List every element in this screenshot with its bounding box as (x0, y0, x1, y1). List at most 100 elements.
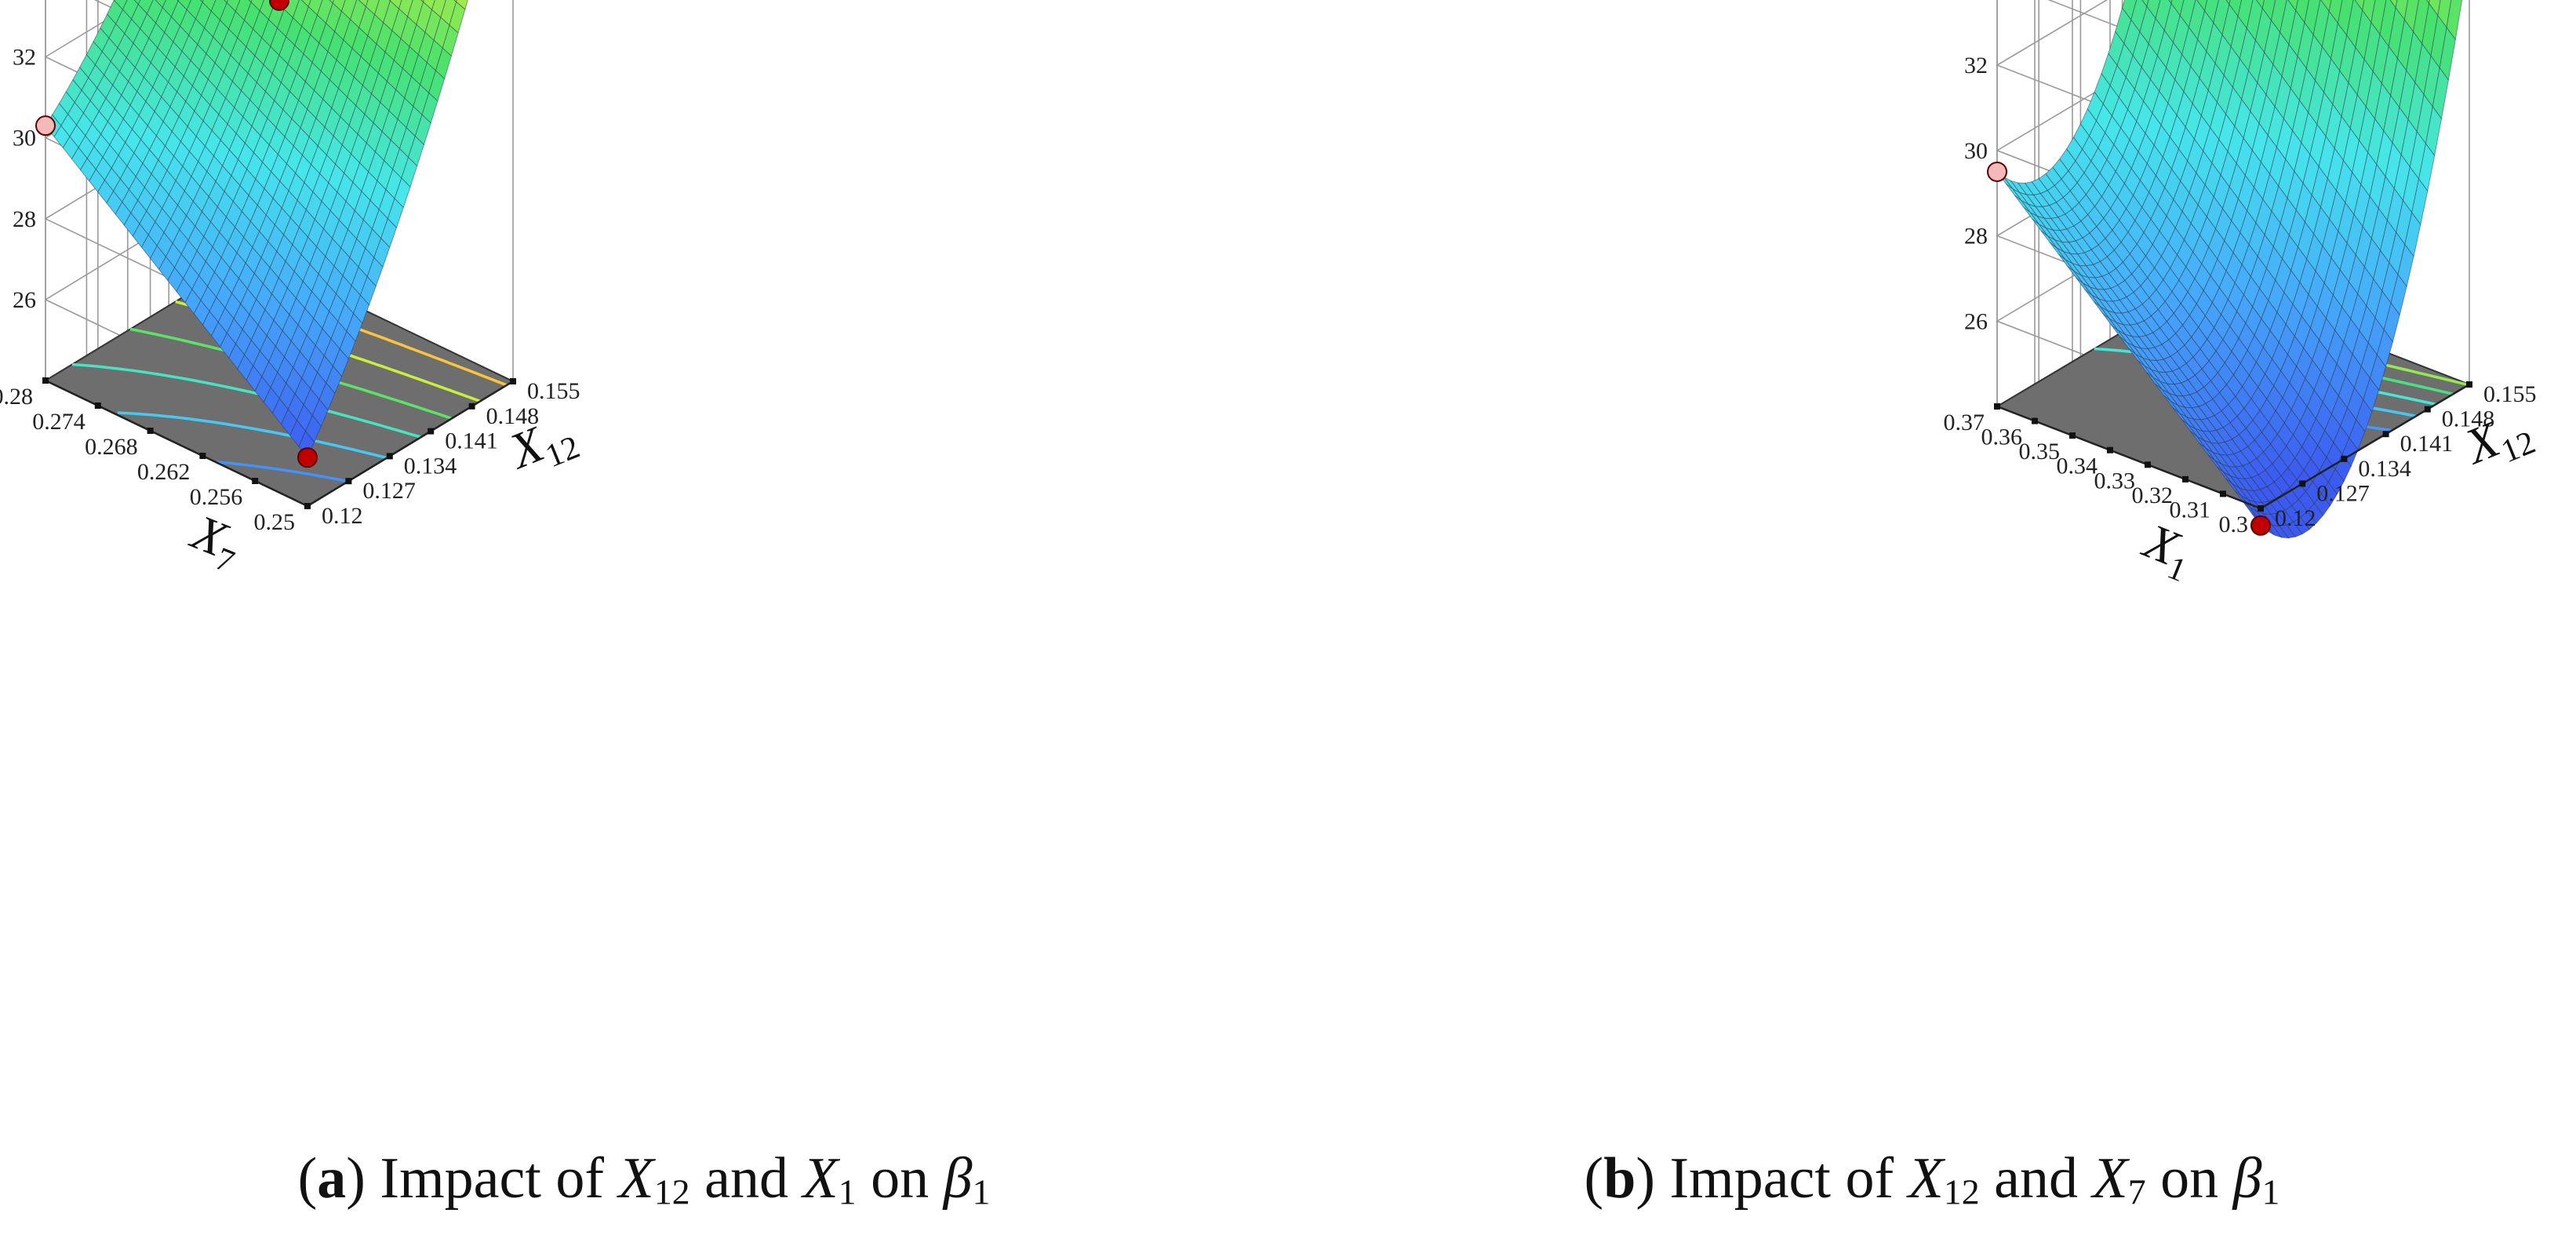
caption-b-resp-sub: 1 (2261, 1171, 2280, 1212)
y-tick-mark (2069, 432, 2076, 439)
caption-b-v1-sub: 12 (1943, 1171, 1980, 1212)
y-tick-label: 0.35 (2019, 439, 2061, 464)
z-tick-label: 30 (13, 126, 36, 151)
chart-panel-a: 0.12 0.127 0.134 0.141 0.148 0.155 0.25 0.256 0.… (0, 0, 991, 1212)
z-axis-ticks: 2628303234363840 (13, 45, 36, 313)
caption-a-v2-sub: 1 (838, 1171, 857, 1212)
x-tick-label: 0.127 (2316, 480, 2370, 506)
surface-cell (2196, 0, 2208, 12)
caption-b-mid: and (1979, 1146, 2093, 1211)
caption-a-v2: X (802, 1146, 839, 1211)
caption-a-resp: β (943, 1146, 973, 1211)
caption-a-resp-sub: 1 (972, 1171, 991, 1212)
surface-cell (2395, 0, 2409, 21)
axes-frame (1996, 383, 2470, 510)
y-tick-label: 0.32 (2132, 483, 2174, 508)
x-tick-mark (2341, 455, 2348, 462)
x-tick-mark (468, 402, 475, 410)
z-tick-label: 32 (13, 45, 36, 71)
y-axis-line (1996, 405, 2261, 510)
surface-cell (389, 0, 402, 9)
caption-b-v1: X (1908, 1146, 1944, 1211)
y-axis-line (45, 379, 308, 508)
y-tick-mark (94, 402, 101, 409)
x-tick-mark (2424, 406, 2431, 413)
x-tick-label: 0.148 (2442, 406, 2495, 432)
caption-b: (b) Impact of X12 and X7 on β1 (1584, 1146, 2280, 1212)
design-point-4 (269, 0, 289, 11)
y-tick-label: 0.268 (85, 434, 138, 460)
surface-cell (423, 0, 435, 11)
caption-a-v1-sub: 12 (653, 1171, 690, 1212)
x-tick-label: 0.127 (362, 478, 416, 504)
z-tick-label: 30 (1964, 138, 1988, 164)
caption-a: (a) Impact of X12 and X1 on β1 (297, 1146, 991, 1212)
surface-cell (202, 0, 216, 12)
surface-cell (226, 0, 241, 13)
caption-a-on: on (856, 1146, 944, 1211)
caption-b-prefix: Impact of (1669, 1146, 1908, 1211)
x-tick-mark (2299, 480, 2306, 487)
x-tick-label: 0.141 (445, 428, 498, 454)
x-tick-label: 0.141 (2400, 431, 2454, 457)
caption-b-resp: β (2232, 1146, 2262, 1211)
design-points (1987, 161, 2271, 536)
x-tick-mark (345, 478, 352, 485)
z-axis-ticks: 2628303234363840 (1964, 53, 1988, 334)
surface-cell (113, 0, 128, 11)
x-tick-label: 0.134 (404, 453, 457, 479)
y-tick-label: 0.262 (137, 459, 191, 485)
z-tick-label: 28 (13, 206, 36, 232)
design-point-0 (297, 447, 318, 468)
y-tick-label: 0.34 (2057, 453, 2098, 479)
y-tick-mark (2032, 417, 2038, 424)
y-tick-mark (304, 503, 311, 509)
y-tick-label: 0.256 (190, 484, 243, 510)
y-tick-label: 0.33 (2094, 468, 2136, 494)
y-tick-label: 0.37 (1944, 410, 1985, 435)
y-tick-mark (252, 478, 259, 484)
response-surface (45, 0, 468, 458)
x-axis-line (2260, 383, 2470, 510)
x-axis-title-sub: 12 (2496, 424, 2540, 470)
y-axis-title: X7 (180, 503, 249, 581)
y-tick-label: 0.36 (1981, 424, 2023, 450)
surface-cell (2320, 0, 2332, 13)
caption-b-v2: X (2092, 1146, 2128, 1211)
contour-line-27 (216, 460, 349, 483)
x-tick-label: 0.134 (2358, 456, 2411, 482)
y-tick-label: 0.274 (32, 409, 86, 435)
surface-cell (2229, 0, 2243, 17)
surface-cell (2354, 0, 2365, 12)
y-tick-mark (2182, 475, 2189, 483)
surface-cell (358, 0, 369, 8)
y-tick-mark (2220, 490, 2226, 497)
caption-b-label: b (1603, 1146, 1636, 1211)
surface-cell (2287, 0, 2298, 12)
surface-cell (2429, 0, 2441, 16)
y-tick-mark (42, 377, 49, 384)
surface-cell (2295, 0, 2310, 24)
y-tick-mark (199, 453, 206, 459)
z-tick-label: 26 (13, 287, 36, 313)
x-axis-line (307, 380, 514, 508)
axes-frame (45, 379, 514, 508)
x-tick-label: 0.155 (2483, 381, 2537, 407)
chart-panel-b: 0.12 0.127 0.134 0.141 0.148 0.155 0.3 0.31 0.32… (1288, 0, 2576, 1253)
x-tick-mark (510, 378, 516, 384)
caption-b-v2-sub: 7 (2127, 1171, 2146, 1212)
y-tick-label: 0.28 (0, 384, 33, 410)
surface-cell (2437, 0, 2452, 29)
z-tick-label: 26 (1964, 308, 1988, 334)
x-tick-mark (2382, 431, 2389, 438)
response-surface (1996, 0, 2462, 539)
y-axis-title-sub: 7 (210, 541, 239, 581)
z-tick-label: 32 (1964, 53, 1988, 78)
surface-cell (456, 0, 468, 10)
x-tick-mark (428, 428, 435, 435)
x-tick-mark (386, 453, 393, 460)
caption-a-mid: and (689, 1146, 803, 1211)
